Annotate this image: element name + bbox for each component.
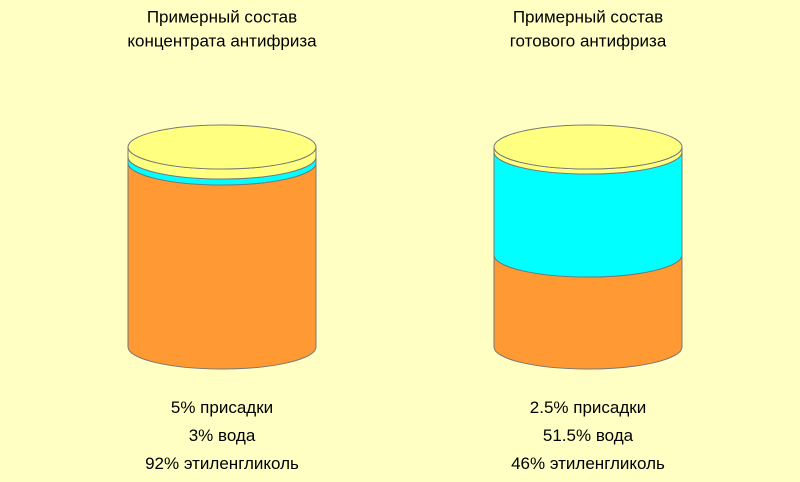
value-label: 2.5% [530,398,569,417]
data-label: 46% этиленгликоль [511,454,665,473]
cylinder-top [493,124,683,170]
legend-label: этиленгликоль [550,454,665,473]
data-label: 92% этиленгликоль [145,454,299,473]
value-label: 51.5% [543,426,591,445]
data-label: 5% присадки [171,398,273,417]
chart-title: готового антифриза [510,31,667,50]
legend-label: этиленгликоль [184,454,299,473]
cylinder-segment [127,162,317,370]
data-label: 2.5% присадки [530,398,646,417]
value-label: 5% [171,398,196,417]
cylinder-top [127,124,317,170]
value-label: 92% [145,454,179,473]
legend-label: вода [218,426,256,445]
data-label: 51.5% вода [543,426,634,445]
legend-label: присадки [573,398,646,417]
chart-title: Примерный состав [147,7,297,26]
chart-title: концентрата антифриза [127,31,317,50]
chart-title: Примерный состав [513,7,663,26]
legend-label: присадки [200,398,273,417]
value-label: 3% [189,426,214,445]
value-label: 46% [511,454,545,473]
legend-label: вода [596,426,634,445]
data-label: 3% вода [189,426,256,445]
